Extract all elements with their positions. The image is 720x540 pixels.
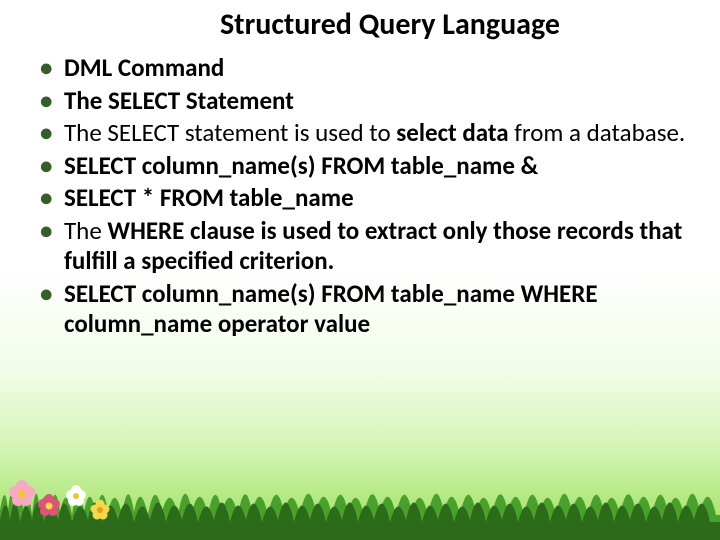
bullet-text: from a database. [509,117,686,148]
bullet-item: SELECT column_name(s) FROM table_name & [36,151,692,182]
bullet-text: select data [396,117,508,148]
bullet-item: DML Command [36,53,692,84]
bullet-item: The SELECT Statement [36,86,692,117]
bullet-text: DML Command [64,52,224,83]
bullet-text: SELECT column_name(s) FROM table_name WH… [64,278,598,340]
bullet-item: SELECT column_name(s) FROM table_name WH… [36,279,692,340]
flower-decoration [4,474,124,534]
bullet-list: DML CommandThe SELECT StatementThe SELEC… [28,53,692,340]
bullet-text: SELECT column_name(s) FROM table_name & [64,150,538,181]
slide: Structured Query Language DML CommandThe… [0,0,720,540]
bullet-item: The SELECT statement is used to select d… [36,118,692,149]
bullet-text: The [64,215,107,246]
slide-title: Structured Query Language [28,6,692,43]
bullet-text: The SELECT Statement [64,85,294,116]
bullet-text: The SELECT statement is used to [64,117,396,148]
bullet-text: WHERE clause is used to extract only tho… [64,215,682,277]
bullet-text: SELECT * FROM table_name [64,182,354,213]
bullet-item: SELECT * FROM table_name [36,183,692,214]
bullet-item: The WHERE clause is used to extract only… [36,216,692,277]
grass-decoration [0,470,720,540]
